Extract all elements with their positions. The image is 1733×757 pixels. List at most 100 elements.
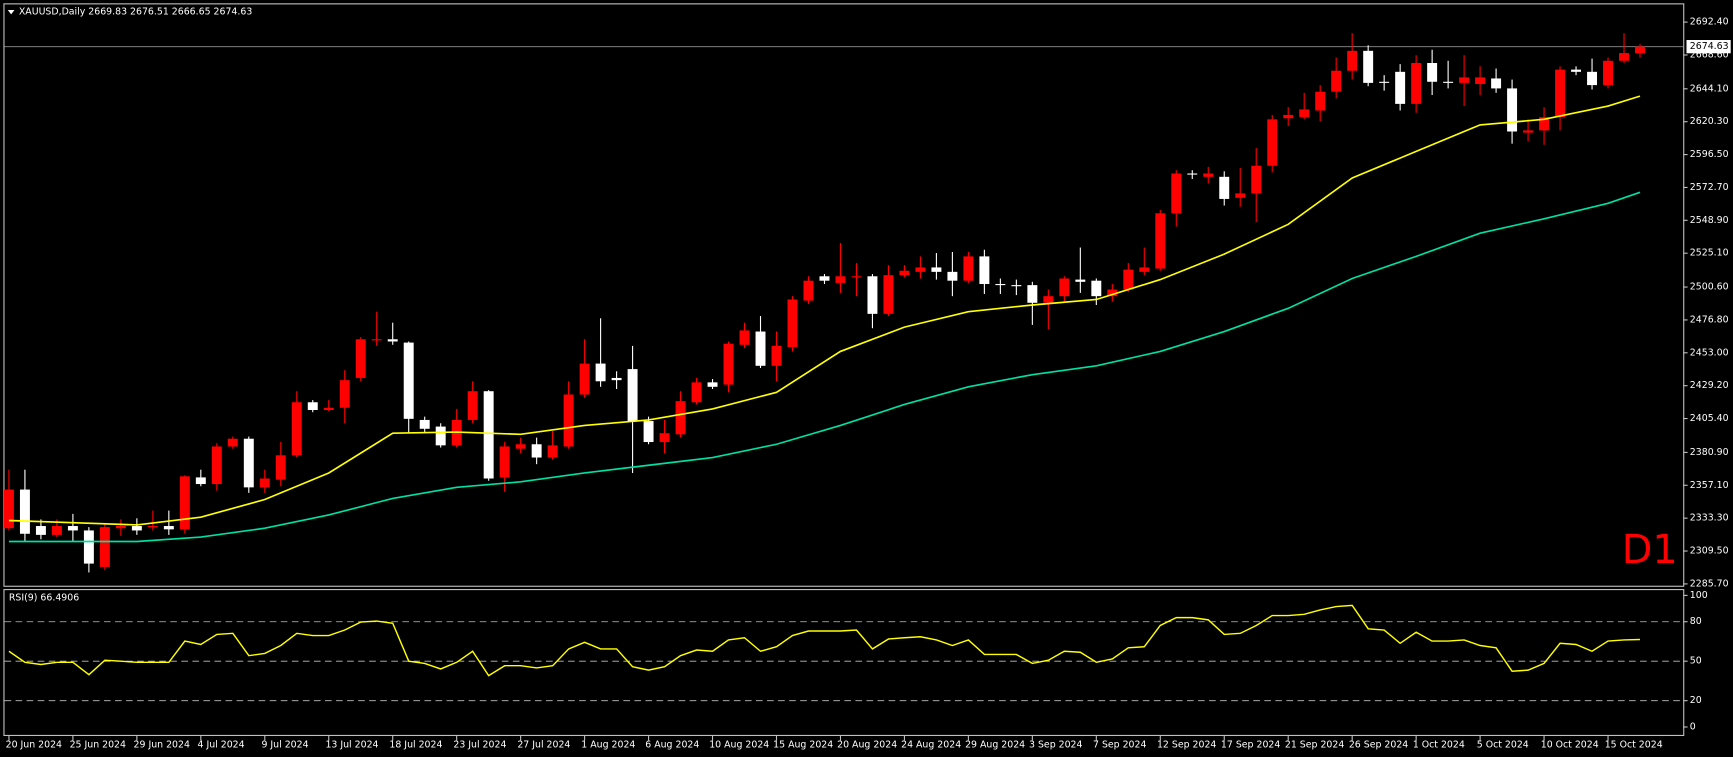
candle-body — [483, 391, 494, 479]
candle-body — [1267, 119, 1278, 166]
menu-arrow[interactable] — [7, 9, 15, 15]
candle-body — [1011, 285, 1022, 287]
candle-body — [1411, 62, 1422, 104]
candle-body — [1155, 213, 1166, 269]
candle-body — [563, 394, 574, 447]
x-tick-label: 21 Sep 2024 — [1285, 739, 1344, 750]
candle-body — [1395, 71, 1406, 104]
x-tick-label: 7 Sep 2024 — [1093, 739, 1146, 750]
candle-body — [35, 526, 46, 535]
x-tick-label: 6 Aug 2024 — [645, 739, 699, 750]
candle-body — [339, 380, 350, 408]
candle-body — [787, 299, 798, 348]
candle-body — [1555, 69, 1566, 118]
candle-body — [1331, 70, 1342, 92]
candle-body — [1283, 114, 1294, 119]
candle-body — [883, 275, 894, 314]
candle-body — [1075, 279, 1086, 282]
candle-body — [163, 526, 174, 530]
candle-body — [1491, 78, 1502, 89]
moving-average — [8, 191, 1641, 543]
candle-body — [1123, 269, 1134, 290]
candle-body — [499, 446, 510, 478]
candle-body — [691, 382, 702, 403]
y-tick-label: 2548.90 — [1690, 215, 1729, 226]
candle-body — [435, 426, 446, 446]
candle-body — [275, 455, 286, 480]
chart-title: XAUUSD,Daily 2669.83 2676.51 2666.65 267… — [19, 7, 252, 18]
candle-body — [611, 377, 622, 381]
y-tick-label: 2620.30 — [1690, 116, 1729, 127]
candle-body — [899, 270, 910, 276]
candle-body — [947, 271, 958, 281]
rsi-y-tick-label: 80 — [1690, 616, 1702, 627]
x-tick-label: 13 Jul 2024 — [325, 739, 378, 750]
candle-body — [1171, 173, 1182, 214]
x-tick-label: 9 Jul 2024 — [261, 739, 308, 750]
candle-body — [291, 402, 302, 456]
y-tick-label: 2500.60 — [1690, 282, 1729, 293]
moving-average — [8, 95, 1641, 526]
candle-body — [995, 284, 1006, 286]
current-price-box — [1686, 40, 1731, 54]
candle-body — [1107, 289, 1118, 297]
candle-body — [1347, 50, 1358, 71]
candle-body — [931, 267, 942, 272]
candle-body — [579, 363, 590, 395]
candle-body — [1379, 81, 1390, 83]
candle-body — [195, 477, 206, 485]
candle-body — [147, 526, 158, 528]
rsi-y-tick-label: 100 — [1690, 590, 1708, 601]
candle-body — [1619, 53, 1629, 61]
candle-body — [915, 267, 926, 272]
candle-body — [211, 446, 222, 485]
y-tick-label: 2309.50 — [1690, 546, 1729, 557]
rsi-y-tick-label: 0 — [1690, 722, 1696, 733]
y-tick-label: 2596.50 — [1690, 149, 1729, 160]
candle-body — [1139, 267, 1150, 272]
candle-body — [1059, 278, 1070, 297]
candle-body — [387, 339, 398, 342]
x-tick-label: 25 Jun 2024 — [70, 739, 126, 750]
rsi-line — [8, 604, 1640, 677]
x-tick-label: 17 Sep 2024 — [1221, 739, 1280, 750]
candle-body — [67, 526, 78, 531]
candle-body — [1635, 46, 1645, 54]
candle-body — [1027, 285, 1038, 303]
candle-body — [307, 402, 318, 410]
candle-body — [243, 438, 254, 488]
y-tick-label: 2692.40 — [1690, 17, 1729, 28]
candle-body — [131, 526, 142, 531]
candle-body — [1539, 117, 1550, 131]
x-tick-label: 18 Jul 2024 — [389, 739, 442, 750]
x-tick-label: 4 Jul 2024 — [198, 739, 245, 750]
candle-body — [1507, 88, 1518, 132]
rsi-pane — [3, 589, 1685, 737]
candle-body — [115, 526, 126, 529]
candle-body — [1219, 176, 1230, 199]
candle-body — [723, 343, 734, 385]
candle-body — [1043, 296, 1054, 303]
candle-body — [99, 527, 110, 567]
candle-body — [963, 256, 974, 281]
candle-body — [1603, 60, 1614, 86]
candle-body — [531, 444, 542, 458]
y-tick-label: 2285.70 — [1690, 578, 1729, 589]
y-tick-label: 2525.10 — [1690, 248, 1729, 259]
candle-body — [851, 276, 862, 278]
candle-body — [323, 407, 334, 410]
y-tick-label: 2668.60 — [1690, 49, 1729, 60]
x-tick-label: 12 Sep 2024 — [1157, 739, 1216, 750]
candle-body — [1475, 77, 1486, 84]
x-tick-label: 10 Aug 2024 — [709, 739, 769, 750]
candle-body — [835, 276, 846, 283]
y-tick-label: 2476.80 — [1690, 314, 1729, 325]
candle-body — [1235, 193, 1246, 198]
candle-body — [1251, 165, 1262, 194]
candle-body — [355, 339, 366, 378]
candle-body — [771, 345, 782, 366]
candle-body — [1571, 69, 1582, 72]
x-tick-label: 20 Jun 2024 — [6, 739, 62, 750]
